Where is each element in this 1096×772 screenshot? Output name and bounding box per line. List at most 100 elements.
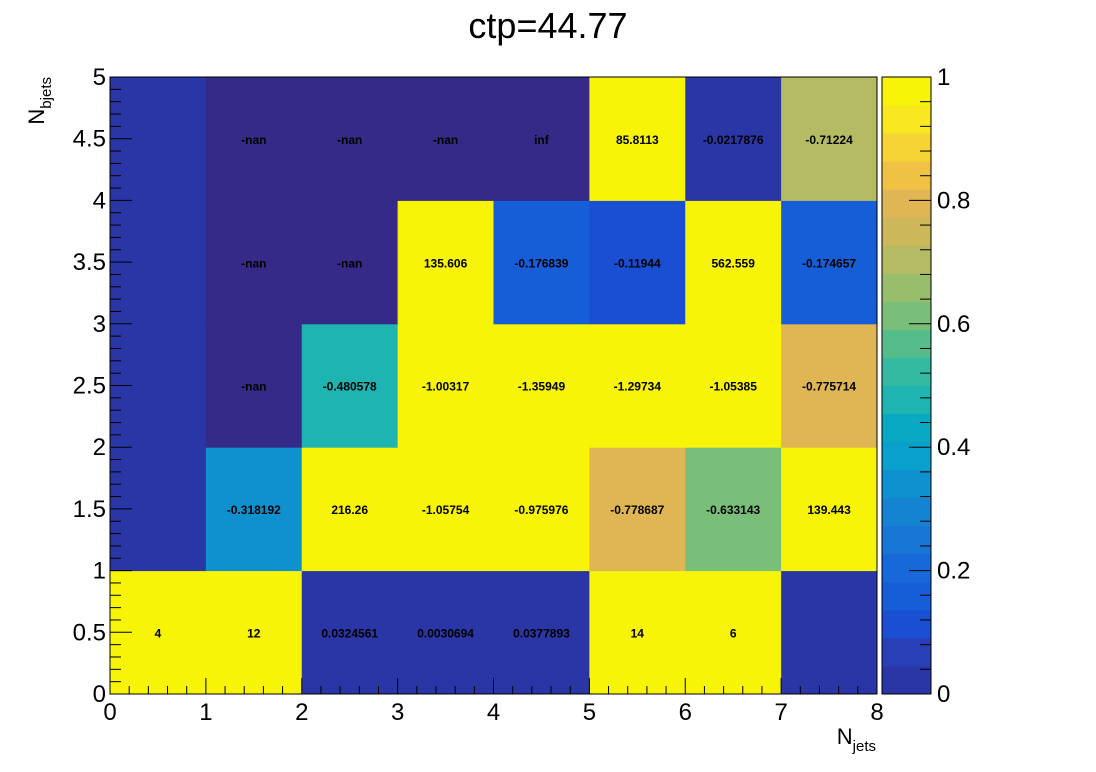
cell-value-label: -0.176839	[514, 256, 568, 270]
x-tick-label: 2	[295, 699, 308, 726]
y-tick-label: 4	[93, 187, 106, 214]
colorbar-swatch	[882, 273, 931, 302]
heatmap-cell	[781, 77, 878, 201]
y-tick-label: 1	[93, 558, 106, 585]
colorbar-swatch	[882, 301, 931, 330]
heatmap-cell	[205, 77, 303, 201]
colorbar-swatch	[882, 77, 931, 106]
colorbar-swatch	[882, 105, 931, 134]
cell-value-label: 14	[631, 626, 645, 640]
heatmap-cell	[301, 570, 399, 695]
colorbar-swatch	[882, 553, 931, 583]
heatmap-cell	[685, 323, 782, 448]
heatmap-cell	[301, 77, 399, 201]
heatmap-cell	[493, 200, 590, 325]
cell-value-label: -1.35949	[518, 380, 566, 394]
colorbar-swatch	[882, 441, 931, 471]
cell-value-label: 0.0324561	[321, 626, 378, 640]
cell-value-label: 85.8113	[616, 133, 659, 147]
x-tick-label: 8	[870, 699, 883, 726]
colorbar-swatch	[882, 665, 931, 695]
cell-value-label: 216.26	[331, 503, 368, 517]
colorbar-tick-label: 0.4	[937, 434, 970, 461]
heatmap-cell	[685, 570, 782, 695]
cell-value-label: -0.633143	[706, 503, 760, 517]
heatmap-cell	[397, 570, 494, 695]
cell-value-label: 4	[155, 626, 162, 640]
heatmap-cell	[301, 200, 399, 325]
cell-value-label: -0.318192	[227, 503, 281, 517]
heatmap-cell	[589, 77, 686, 201]
colorbar-swatch	[882, 469, 931, 499]
colorbar-swatch	[882, 329, 931, 358]
colorbar-tick-label: 1	[937, 64, 950, 91]
colorbar-tick-label: 0.2	[937, 558, 970, 585]
x-tick-label: 7	[774, 699, 787, 726]
colorbar-swatch	[882, 385, 931, 415]
heatmap-cell	[781, 447, 878, 572]
y-axis-title-sub: bjets	[38, 77, 55, 109]
x-tick-label: 0	[103, 699, 116, 726]
heatmap-cell	[205, 200, 303, 325]
heatmap-cell	[685, 200, 782, 325]
heatmap-cell	[397, 77, 494, 201]
colorbar-swatch	[882, 581, 931, 611]
heatmap-cell	[589, 200, 686, 325]
heatmap-cell	[589, 447, 686, 572]
y-axis-title: Nbjets	[24, 77, 55, 125]
x-tick-label: 4	[487, 699, 500, 726]
heatmap-cell	[493, 77, 590, 201]
cell-value-label: -1.29734	[614, 380, 662, 394]
colorbar-swatch	[882, 217, 931, 246]
colorbar-swatch	[882, 525, 931, 555]
cell-value-label: 135.606	[424, 256, 468, 270]
x-axis-title-sub: jets	[852, 738, 876, 755]
heatmap-cell	[205, 570, 303, 695]
colorbar-swatch	[882, 497, 931, 527]
heatmap-cell	[397, 323, 494, 448]
cell-value-label: -1.05754	[422, 503, 470, 517]
x-tick-label: 1	[199, 699, 212, 726]
cell-value-label: -nan	[241, 380, 266, 394]
colorbar-swatch	[882, 133, 931, 162]
cell-value-label: 0.0377893	[513, 626, 570, 640]
heatmap-cell	[301, 447, 399, 572]
y-tick-label: 3.5	[73, 249, 106, 276]
heatmap-cell	[781, 200, 878, 325]
heatmap-cell	[205, 323, 303, 448]
heatmap-cell	[493, 570, 590, 695]
heatmap-cell	[685, 447, 782, 572]
cell-value-label: -0.71224	[805, 133, 853, 147]
colorbar-tick-label: 0	[937, 681, 950, 708]
cell-value-label: 0.0030694	[417, 626, 474, 640]
y-tick-label: 0	[93, 681, 106, 708]
colorbar-swatch	[882, 189, 931, 218]
y-tick-label: 2.5	[73, 373, 106, 400]
cell-value-label: -0.174657	[802, 256, 856, 270]
cell-value-label: -0.778687	[610, 503, 664, 517]
cell-value-label: 12	[247, 626, 261, 640]
cell-value-label: 139.443	[807, 503, 851, 517]
heatmap-cells	[110, 77, 878, 695]
cell-value-label: 6	[730, 626, 737, 640]
cell-value-label: -0.775714	[802, 380, 856, 394]
cell-value-label: -0.11944	[614, 256, 661, 270]
heatmap-cell	[781, 570, 878, 695]
heatmap-cell	[589, 323, 686, 448]
colorbar-tick-label: 0.6	[937, 311, 970, 338]
chart-title: ctp=44.77	[468, 5, 627, 46]
y-tick-label: 5	[93, 64, 106, 91]
cell-value-label: -nan	[241, 133, 266, 147]
heatmap-cell	[301, 323, 399, 448]
colorbar-swatch	[882, 357, 931, 386]
heatmap-cell	[685, 77, 782, 201]
cell-value-label: -1.05385	[710, 380, 758, 394]
x-axis: 0 1 2 3 4 5 6 7 8	[103, 678, 884, 726]
heatmap-cell	[493, 323, 590, 448]
cell-value-label: -nan	[241, 256, 266, 270]
y-tick-label: 2	[93, 434, 106, 461]
cell-value-label: -0.975976	[514, 503, 568, 517]
heatmap-cell	[589, 570, 686, 695]
colorbar-tick-label: 0.8	[937, 187, 970, 214]
